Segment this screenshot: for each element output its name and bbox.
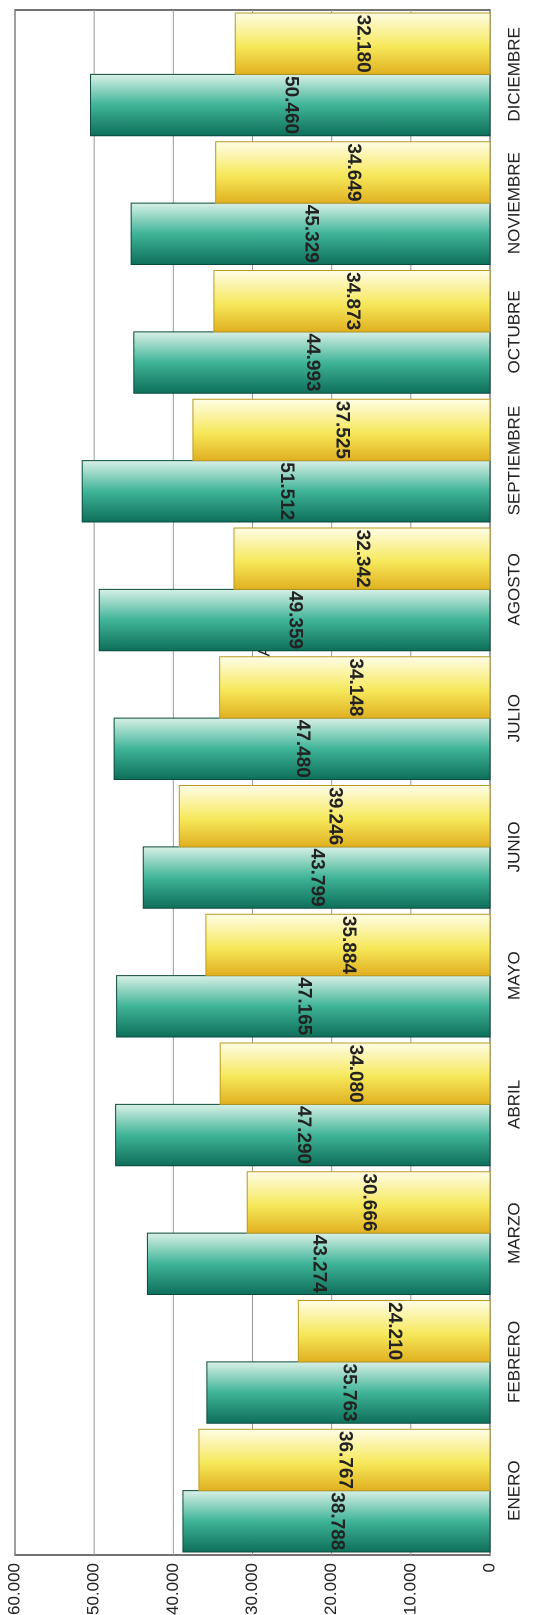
bar-value-label: 44.993 (302, 334, 323, 392)
bar (246, 1171, 491, 1234)
rotated-plot: 010.00020.00030.00040.00050.00060.000EN … (4, 9, 523, 1615)
bar-value-label: 34.148 (345, 658, 366, 716)
bar-value-label: 34.080 (345, 1045, 366, 1103)
bar-value-label: 34.649 (343, 143, 364, 201)
bar (192, 398, 491, 462)
bar (178, 785, 491, 848)
y-tick-label: 60.000 (4, 1563, 23, 1615)
x-tick-label: ENERO (504, 1460, 523, 1520)
bar (233, 527, 491, 590)
bar (234, 12, 491, 75)
x-tick-label: AGOSTO (504, 553, 523, 625)
x-tick-label: JULIO (504, 694, 523, 742)
bar-value-label: 34.873 (342, 272, 363, 330)
bar (219, 656, 491, 719)
bar-value-label: 47.165 (293, 977, 314, 1036)
bar-value-label: 49.359 (285, 591, 306, 649)
bar-value-label: 30.666 (359, 1173, 380, 1231)
bar (297, 1300, 491, 1363)
y-tick-label: 0 (479, 1563, 498, 1572)
x-tick-label: OCTUBRE (504, 290, 523, 373)
bar-value-label: 43.799 (307, 849, 328, 907)
bar-value-label: 35.884 (338, 916, 359, 975)
x-tick-label: MARZO (504, 1202, 523, 1263)
bar-value-label: 32.342 (352, 530, 373, 588)
bar-value-label: 36.767 (334, 1431, 355, 1489)
y-tick-label: 30.000 (242, 1563, 261, 1615)
x-tick-label: FEBRERO (504, 1321, 523, 1403)
x-tick-label: DICIEMBRE (504, 27, 523, 121)
bar-value-label: 43.274 (309, 1235, 330, 1294)
bar-value-label: 50.460 (280, 76, 301, 134)
y-tick-label: 40.000 (163, 1563, 182, 1615)
bar-value-label: 37.525 (331, 401, 352, 460)
bar-value-label: 45.329 (301, 205, 322, 263)
bar-value-label: 39.246 (325, 787, 346, 845)
bar-value-label: 47.290 (293, 1106, 314, 1164)
bar-value-label: 51.512 (276, 462, 297, 520)
bar-value-label: 38.788 (326, 1492, 347, 1550)
y-tick-label: 50.000 (84, 1563, 103, 1615)
x-tick-label: SEPTIEMBRE (504, 406, 523, 516)
bar (205, 913, 491, 977)
bar (198, 1428, 491, 1492)
bar (219, 1042, 491, 1105)
y-tick-label: 10.000 (400, 1563, 419, 1615)
x-tick-label: JUNIO (504, 821, 523, 872)
bar-value-label: 24.210 (384, 1302, 405, 1360)
x-tick-label: ABRIL (504, 1080, 523, 1129)
x-tick-label: MAYO (504, 951, 523, 1000)
bar (213, 270, 491, 333)
bar-value-label: 32.180 (353, 15, 374, 73)
bar-value-label: 35.763 (338, 1364, 359, 1422)
x-tick-label: NOVIEMBRE (504, 152, 523, 254)
bar (215, 141, 491, 204)
y-tick-label: 20.000 (321, 1563, 340, 1615)
bar-value-label: 47.480 (292, 720, 313, 778)
